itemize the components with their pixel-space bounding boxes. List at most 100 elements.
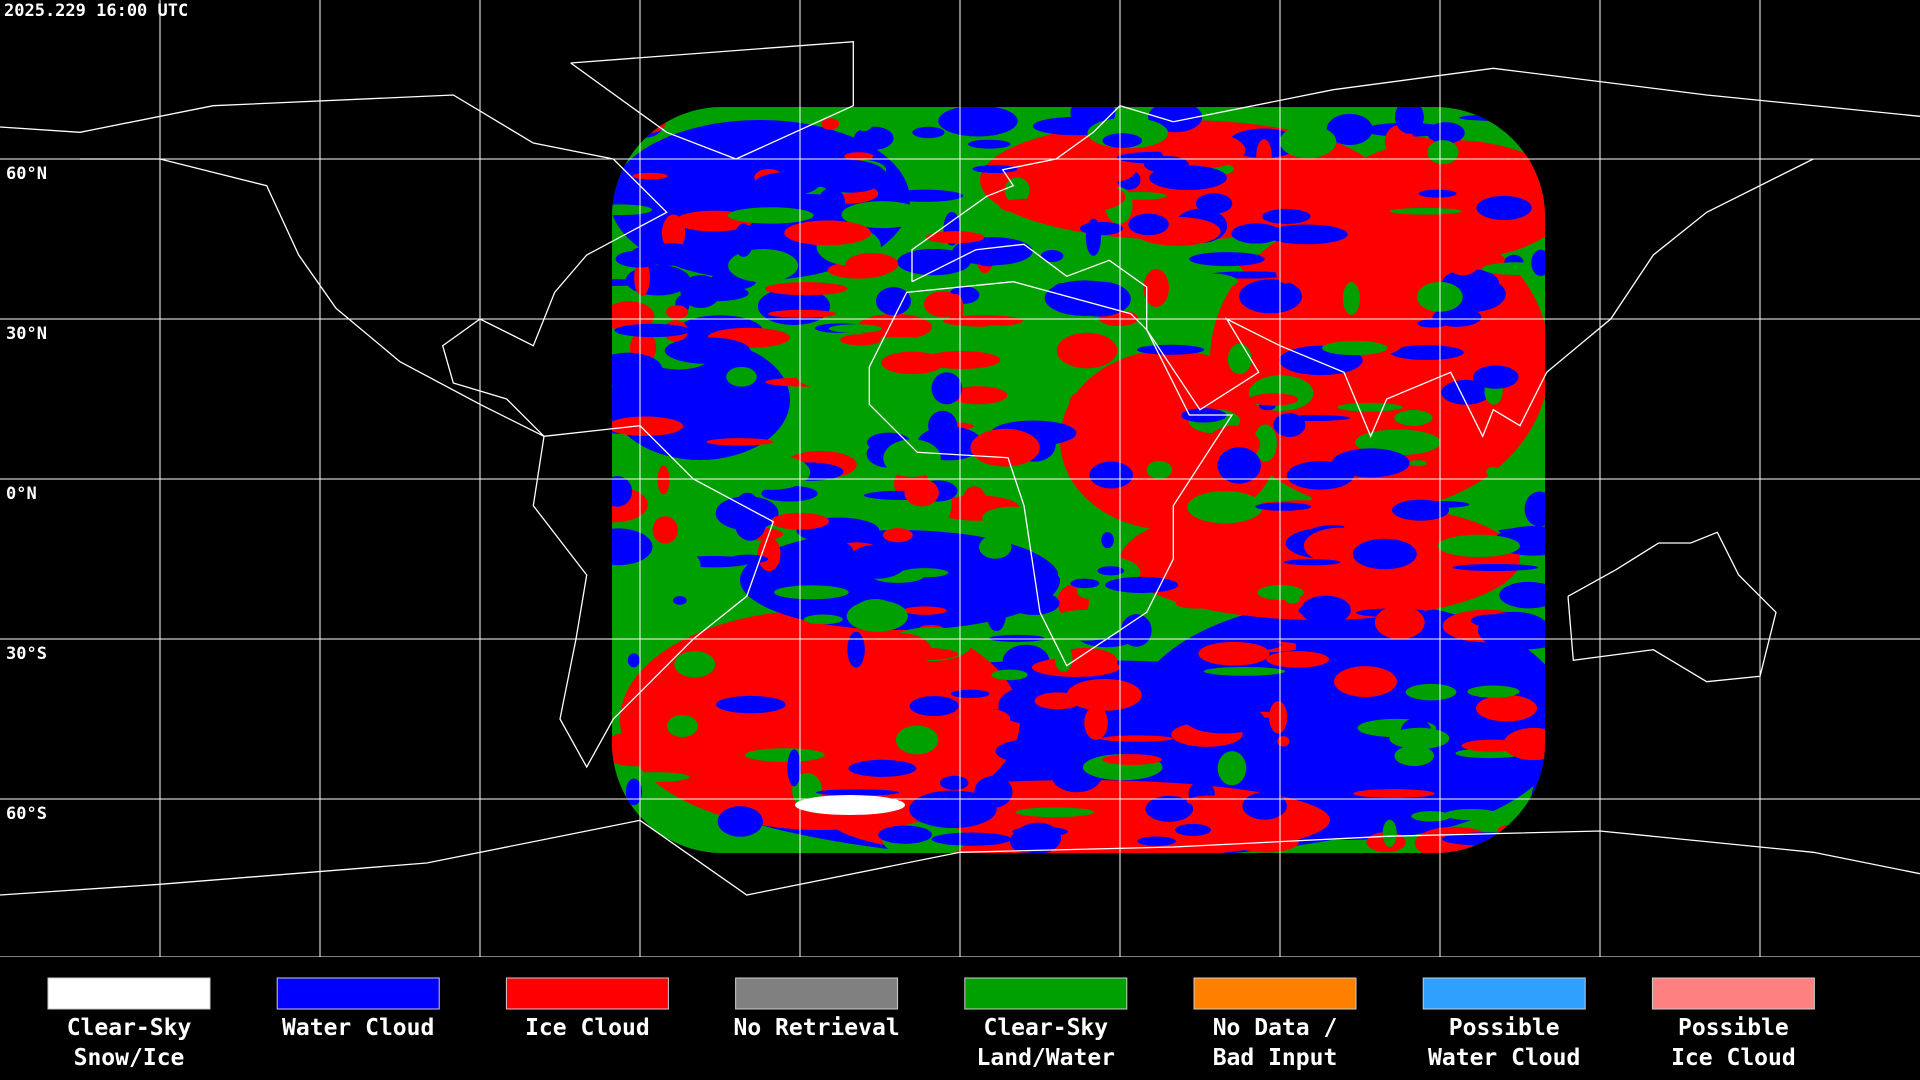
cloud-patch <box>811 722 893 735</box>
legend-swatch <box>505 977 669 1010</box>
cloud-patch <box>1053 183 1126 212</box>
cloud-patch <box>857 313 932 341</box>
cloud-patch <box>612 204 653 216</box>
cloud-patch <box>1265 224 1348 245</box>
cloud-patch <box>1105 576 1179 593</box>
cloud-patch <box>1145 795 1194 822</box>
cloud-patch <box>757 536 781 572</box>
cloud-patch <box>717 806 763 837</box>
legend-label: Possible <box>1678 1015 1789 1041</box>
cloud-patch <box>768 309 837 318</box>
cloud-patch <box>1409 460 1427 467</box>
cloud-patch <box>1342 521 1361 550</box>
legend-label: Water Cloud <box>1428 1045 1580 1071</box>
cloud-patch <box>1298 604 1333 617</box>
cloud-patch <box>617 737 691 762</box>
cloud-patch <box>869 632 932 670</box>
cloud-patch <box>1195 193 1233 214</box>
cloud-patch <box>1256 139 1272 173</box>
cloud-patch <box>989 634 1045 642</box>
cloud-patch <box>1137 836 1176 846</box>
coastline <box>532 425 775 769</box>
cloud-patch <box>1275 558 1336 593</box>
cloud-patch <box>969 580 987 589</box>
cloud-patch <box>674 651 716 678</box>
cloud-patch <box>909 790 997 829</box>
cloud-patch <box>1444 808 1499 821</box>
cloud-patch <box>1084 705 1108 740</box>
cloud-patch <box>670 552 701 579</box>
cloud-patch <box>733 223 754 257</box>
cloud-patch <box>1231 223 1282 244</box>
cloud-patch <box>1461 676 1514 685</box>
cloud-patch <box>1008 591 1060 616</box>
cloud-patch <box>1180 534 1209 555</box>
cloud-patch <box>1249 393 1299 406</box>
cloud-patch <box>1101 735 1173 742</box>
cloud-patch <box>847 544 908 579</box>
cloud-patch <box>876 287 911 316</box>
cloud-patch <box>652 516 678 544</box>
cloud-patch <box>1279 125 1337 159</box>
cloud-patch <box>728 249 799 283</box>
legend-label: Clear-Sky <box>983 1015 1108 1041</box>
cloud-patch <box>1352 538 1417 570</box>
cloud-patch <box>1389 727 1450 750</box>
cloud-patch <box>947 294 964 323</box>
cloud-patch <box>787 749 801 787</box>
cloud-patch <box>691 754 744 789</box>
cloud-patch <box>883 439 941 478</box>
cloud-patch <box>1476 195 1532 221</box>
cloud-patch <box>682 411 753 434</box>
cloud-patch <box>1262 208 1311 224</box>
cloud-patch <box>1089 461 1133 489</box>
cloud-patch <box>1056 332 1118 369</box>
cloud-patch <box>1013 364 1042 381</box>
cloud-patch <box>1402 212 1450 240</box>
cloud-patch <box>1101 532 1114 549</box>
cloud-patch <box>667 714 698 738</box>
cloud-patch <box>795 360 872 390</box>
cloud-patch <box>995 739 1067 764</box>
cloud-patch <box>1068 393 1083 419</box>
cloud-patch <box>1175 598 1218 609</box>
cloud-patch <box>942 315 1023 327</box>
cloud-patch <box>846 600 908 632</box>
coastline <box>0 819 1920 896</box>
cloud-patch <box>1102 133 1143 148</box>
snow-ice-patch <box>795 795 905 815</box>
cloud-patch <box>925 231 985 244</box>
cloud-patch <box>754 172 820 196</box>
cloud-patch <box>912 126 945 139</box>
cloud-patch <box>1085 218 1101 256</box>
cloud-patch <box>839 816 916 827</box>
cloud-patch <box>974 776 1013 808</box>
cloud-patch <box>1394 745 1434 767</box>
cloud-patch <box>975 107 994 131</box>
cloud-patch <box>1097 566 1125 576</box>
cloud-patch <box>665 305 689 319</box>
latitude-label: 60°S <box>6 804 47 824</box>
legend-swatch <box>964 977 1128 1010</box>
cloud-patch <box>1503 727 1545 761</box>
cloud-patch <box>1081 400 1148 418</box>
cloud-patch <box>1476 694 1537 722</box>
cloud-patch <box>661 214 686 252</box>
cloud-patch <box>1269 701 1288 734</box>
cloud-patch <box>1266 651 1330 668</box>
coastline <box>868 281 1234 667</box>
cloud-patch <box>1452 563 1539 571</box>
legend-label: Ice Cloud <box>525 1015 650 1041</box>
cloud-patch <box>1284 593 1300 604</box>
cloud-patch <box>634 259 650 296</box>
cloud-patch <box>854 126 894 150</box>
cloud-patch <box>950 689 990 698</box>
coastline <box>0 94 668 437</box>
cloud-patch <box>1217 447 1261 484</box>
cloud-patch <box>664 337 751 364</box>
latitude-label: 0°N <box>6 484 37 504</box>
cloud-patch <box>813 159 887 193</box>
cloud-patch <box>939 775 969 790</box>
cloud-patch <box>852 107 876 132</box>
